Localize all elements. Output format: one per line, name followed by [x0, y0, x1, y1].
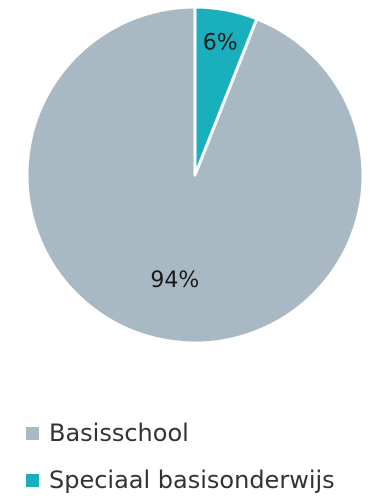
pie-slices: [25, 5, 365, 345]
pie-slice-speciaal-basisonderwijs: [193, 5, 259, 177]
legend-item-basisschool: Basisschool: [26, 418, 189, 448]
legend-label-speciaal-basisonderwijs: Speciaal basisonderwijs: [49, 466, 335, 494]
legend-swatch-speciaal-basisonderwijs: [26, 473, 39, 487]
legend-swatch-basisschool: [26, 426, 39, 440]
pie-labels: 94% 6%: [150, 30, 237, 293]
legend-label-basisschool: Basisschool: [49, 419, 189, 447]
pie-label-speciaal-basisonderwijs: 6%: [203, 30, 238, 55]
pie-chart: 94% 6%: [25, 5, 365, 345]
legend-item-speciaal-basisonderwijs: Speciaal basisonderwijs: [26, 465, 335, 495]
pie-label-basisschool: 94%: [150, 268, 199, 293]
